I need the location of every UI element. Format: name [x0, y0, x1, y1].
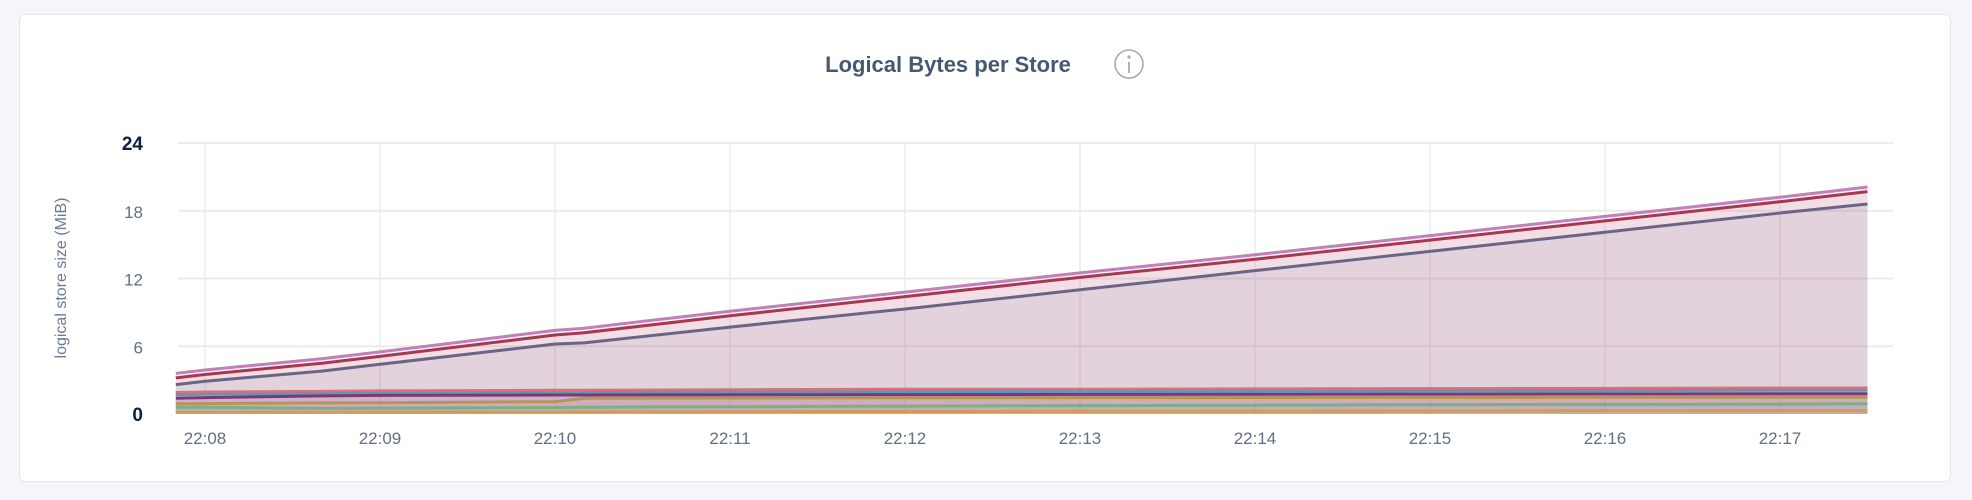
x-tick-label: 22:11	[709, 429, 750, 448]
series-area-0	[175, 187, 1868, 414]
series-line-2[interactable]	[175, 202, 1868, 387]
x-tick-label: 22:13	[1059, 429, 1102, 448]
series-line-7[interactable]	[175, 402, 1868, 410]
series-line-5[interactable]	[175, 392, 1868, 400]
series-area-1	[175, 191, 1868, 414]
x-tick-label: 22:08	[184, 429, 227, 448]
info-icon[interactable]	[1114, 49, 1144, 79]
series-line-8[interactable]	[175, 409, 1868, 414]
y-tick-label: 6	[134, 338, 143, 357]
x-tick-label: 22:16	[1584, 429, 1627, 448]
x-tick-label: 22:15	[1409, 429, 1452, 448]
x-tick-label: 22:14	[1234, 429, 1277, 448]
y-tick-label: 18	[124, 203, 143, 222]
x-tick-label: 22:10	[534, 429, 577, 448]
y-tick-label: 0	[132, 405, 143, 426]
y-tick-label: 24	[122, 134, 144, 155]
series-line-3[interactable]	[175, 386, 1868, 394]
x-tick-label: 22:12	[884, 429, 927, 448]
y-tick-label: 12	[124, 271, 143, 290]
x-tick-label: 22:17	[1759, 429, 1802, 448]
x-tick-label: 22:09	[359, 429, 402, 448]
series-line-0[interactable]	[175, 185, 1868, 375]
series-line-1[interactable]	[175, 190, 1868, 380]
series-line-6[interactable]	[175, 395, 1868, 406]
y-axis-label: logical store size (MiB)	[53, 198, 70, 359]
series-area-2	[175, 204, 1868, 414]
series-line-4[interactable]	[175, 388, 1868, 397]
chart-title: Logical Bytes per Store	[825, 52, 1071, 77]
